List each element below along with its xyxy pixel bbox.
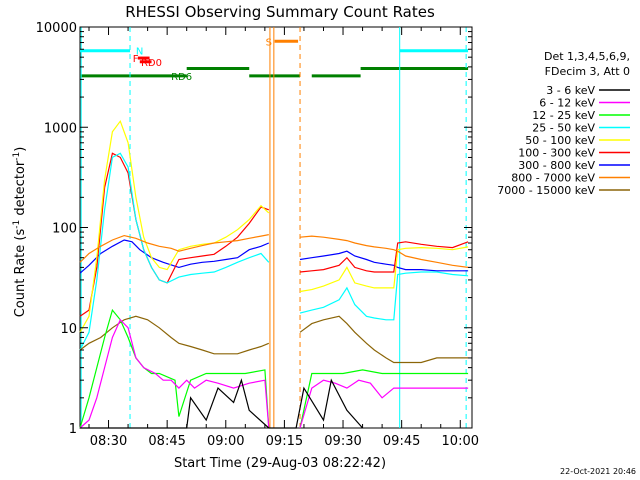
series-line-7 [299, 235, 469, 268]
series-line-5 [299, 241, 469, 273]
legend-entry-label: 6 - 12 keV [539, 97, 595, 110]
y-tick-label: 1000 [44, 121, 77, 136]
legend-entry-label: 800 - 7000 keV [511, 172, 595, 185]
series-line-5 [79, 152, 270, 317]
series-line-0 [80, 378, 364, 429]
series-line-2 [79, 308, 270, 429]
y-tick-label: 10000 [36, 21, 77, 36]
series-line-2 [299, 369, 469, 429]
series-line-7 [79, 234, 269, 263]
series-line-4 [299, 246, 469, 293]
plot-border [79, 26, 473, 429]
legend-entry-label: 7000 - 15000 keV [497, 184, 595, 197]
x-axis-ticks: 08:30 08:45 09:00 09:15 09:30 09:45 10:00 [88, 27, 479, 449]
flag-label: RD0 [141, 58, 162, 69]
x-tick-label: 10:00 [442, 434, 479, 449]
legend-entry-label: 12 - 25 keV [532, 109, 595, 122]
legend-entry-label: 50 - 100 keV [525, 134, 595, 147]
chart-title: RHESSI Observing Summary Count Rates [125, 3, 435, 21]
series-line-1 [299, 379, 469, 429]
plot-frame [79, 26, 473, 429]
series-line-3 [79, 152, 270, 351]
legend-entry-label: 3 - 6 keV [546, 84, 595, 97]
legend-header-decim: FDecim 3, Att 0 [545, 65, 630, 78]
series-lines [79, 119, 469, 429]
y-axis-label: Count Rate (s-1 detector-1) [12, 147, 28, 318]
flag-label: N [136, 47, 143, 58]
series-line-4 [79, 119, 270, 333]
y-tick-label: 10 [60, 322, 77, 337]
x-axis-label: Start Time (29-Aug-03 08:22:42) [174, 456, 386, 471]
series-line-6 [299, 250, 469, 272]
series-line-8 [79, 315, 270, 355]
x-tick-label: 08:30 [90, 434, 127, 449]
legend-entry-label: 25 - 50 keV [532, 122, 595, 135]
vertical-markers [80, 27, 467, 428]
flag-label: S [266, 37, 272, 48]
x-tick-label: 08:45 [148, 434, 185, 449]
legend-entry-label: 300 - 800 keV [518, 159, 595, 172]
x-tick-label: 09:45 [383, 434, 420, 449]
flag-bars: NF RD0 RD6 S [80, 37, 469, 83]
y-axis-ticks: 1 10 100 1000 10000 [36, 21, 472, 437]
legend: Det 1,3,4,5,6,9, FDecim 3, Att 0 3 - 6 k… [497, 50, 630, 197]
flag-label: RD6 [171, 72, 192, 83]
series-line-3 [299, 271, 469, 321]
y-tick-label: 1 [69, 422, 77, 437]
flag-label: F [133, 54, 139, 65]
series-line-6 [79, 239, 270, 274]
x-tick-label: 09:30 [324, 434, 361, 449]
legend-header-detectors: Det 1,3,4,5,6,9, [544, 50, 630, 63]
generation-timestamp: 22-Oct-2021 20:46 [560, 467, 636, 476]
x-tick-label: 09:00 [207, 434, 244, 449]
y-tick-label: 100 [52, 222, 77, 237]
series-line-1 [79, 318, 270, 429]
series-line-8 [299, 315, 469, 364]
x-tick-label: 09:15 [266, 434, 303, 449]
legend-entry-label: 100 - 300 keV [518, 147, 595, 160]
